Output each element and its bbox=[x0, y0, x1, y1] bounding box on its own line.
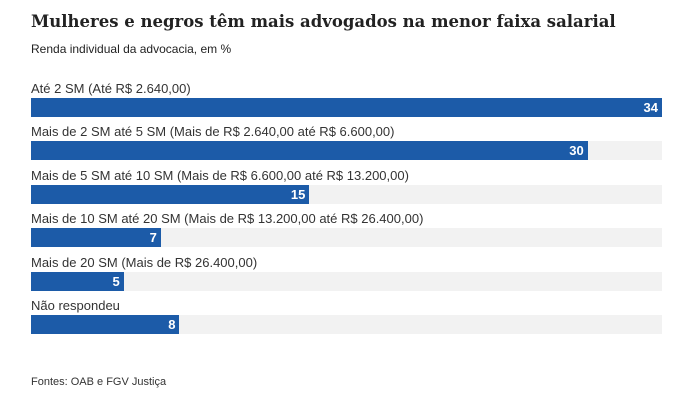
chart-subtitle: Renda individual da advocacia, em % bbox=[31, 42, 232, 56]
bar-value-label: 30 bbox=[569, 143, 584, 159]
bar: 30 bbox=[31, 141, 588, 161]
bar-row: Mais de 2 SM até 5 SM (Mais de R$ 2.640,… bbox=[31, 124, 662, 167]
category-label: Mais de 2 SM até 5 SM (Mais de R$ 2.640,… bbox=[31, 124, 395, 140]
source-note: Fontes: OAB e FGV Justiça bbox=[31, 376, 167, 388]
bar-row: Mais de 10 SM até 20 SM (Mais de R$ 13.2… bbox=[31, 211, 662, 254]
bar-value-label: 7 bbox=[149, 230, 157, 246]
bar-row: Até 2 SM (Até R$ 2.640,00) 34 bbox=[31, 81, 662, 124]
bar-track: 5 bbox=[31, 271, 662, 291]
bar-value-label: 5 bbox=[112, 273, 120, 289]
category-label: Mais de 10 SM até 20 SM (Mais de R$ 13.2… bbox=[31, 211, 424, 227]
category-label: Até 2 SM (Até R$ 2.640,00) bbox=[31, 81, 191, 96]
bar: 8 bbox=[31, 314, 180, 334]
bar-track: 8 bbox=[31, 314, 662, 334]
bar: 15 bbox=[31, 184, 310, 204]
bar-row: Mais de 5 SM até 10 SM (Mais de R$ 6.600… bbox=[31, 168, 662, 211]
bar-track: 15 bbox=[31, 184, 662, 204]
category-label: Mais de 5 SM até 10 SM (Mais de R$ 6.600… bbox=[31, 167, 409, 183]
bar-value-label: 34 bbox=[643, 100, 658, 115]
bar: 7 bbox=[31, 228, 161, 248]
bar-chart: Até 2 SM (Até R$ 2.640,00) 34 Mais de 2 SM… bbox=[31, 81, 662, 341]
bar-row: Não respondeu 8 bbox=[31, 298, 662, 341]
category-label: Não respondeu bbox=[31, 297, 120, 313]
bar-track: 30 bbox=[31, 141, 662, 161]
bar-row: Mais de 20 SM (Mais de R$ 26.400,00) 5 bbox=[31, 255, 662, 298]
chart-title: Mulheres e negros têm mais advogados na … bbox=[31, 12, 616, 31]
bar-track: 34 bbox=[31, 98, 662, 117]
bar-track: 7 bbox=[31, 228, 662, 248]
bar: 34 bbox=[31, 98, 662, 117]
bar-value-label: 15 bbox=[290, 186, 306, 202]
bar: 5 bbox=[31, 271, 124, 291]
bar-value-label: 8 bbox=[168, 316, 176, 332]
category-label: Mais de 20 SM (Mais de R$ 26.400,00) bbox=[31, 254, 258, 270]
